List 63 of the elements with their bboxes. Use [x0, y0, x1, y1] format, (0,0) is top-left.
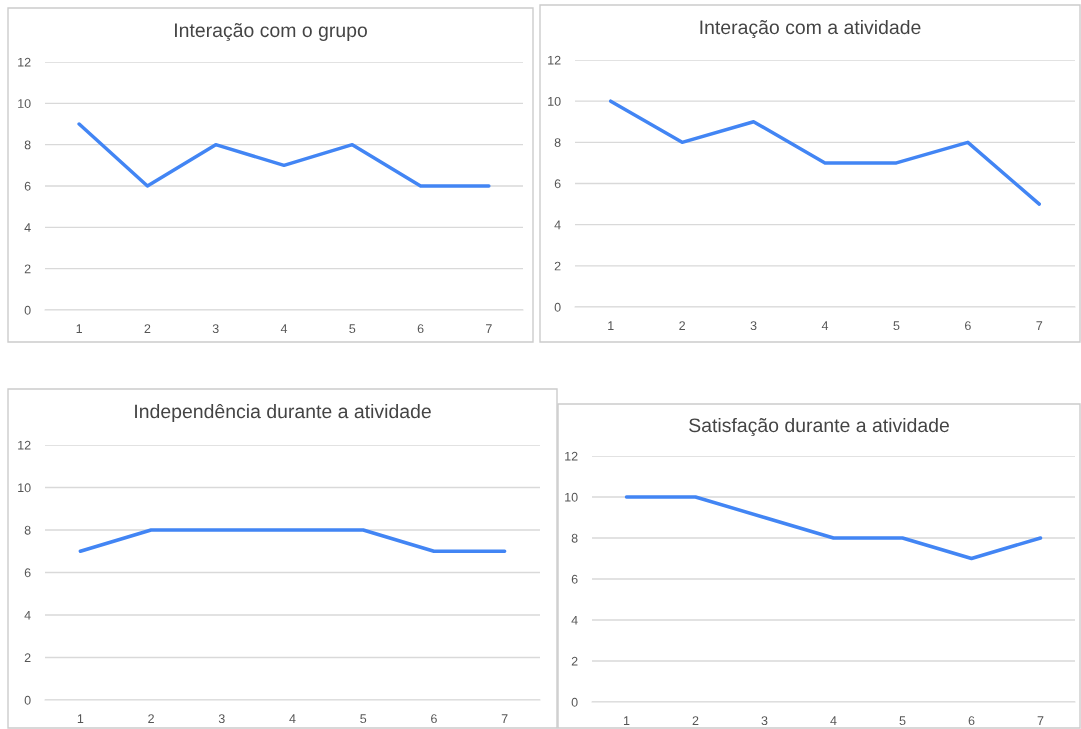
- x-tick-label: 2: [144, 324, 151, 333]
- x-tick-label: 1: [623, 716, 630, 725]
- y-tick-label: 8: [24, 140, 31, 150]
- x-tick-label: 7: [501, 714, 508, 723]
- x-tick-label: 2: [148, 714, 154, 723]
- x-tick-label: 6: [431, 714, 437, 724]
- y-tick-label: 8: [24, 525, 31, 535]
- y-tick-label: 4: [24, 610, 31, 620]
- y-tick-label: 2: [24, 653, 31, 663]
- x-tick-label: 6: [968, 716, 975, 726]
- x-tick-label: 3: [750, 321, 757, 331]
- x-tick-label: 2: [679, 321, 685, 330]
- y-tick-label: 2: [24, 264, 31, 274]
- y-tick-label: 12: [18, 440, 31, 450]
- line-series: [624, 495, 1043, 561]
- y-tick-label: 8: [554, 138, 561, 147]
- x-tick-label: 4: [280, 324, 288, 333]
- x-tick-label: 4: [821, 321, 829, 330]
- y-tick-label: 0: [24, 305, 31, 315]
- x-tick-label: 4: [289, 714, 296, 723]
- line-series: [77, 122, 491, 188]
- y-tick-label: 10: [565, 492, 578, 502]
- chart-title: Independência durante a atividade: [135, 403, 431, 423]
- x-tick-label: 3: [212, 324, 219, 334]
- chart-title: Satisfação durante a atividade: [689, 417, 949, 437]
- y-tick-label: 2: [571, 656, 578, 666]
- y-tick-label: 4: [571, 615, 578, 625]
- chart-title: Interação com o grupo: [175, 22, 367, 42]
- x-tick-label: 5: [899, 716, 906, 726]
- x-tick-label: 2: [692, 716, 699, 725]
- x-tick-label: 3: [218, 714, 225, 724]
- y-tick-label: 4: [24, 223, 31, 232]
- y-tick-label: 6: [24, 181, 31, 191]
- x-tick-label: 7: [486, 324, 492, 333]
- x-tick-label: 5: [893, 321, 900, 331]
- y-tick-label: 0: [571, 697, 578, 707]
- x-tick-label: 3: [761, 716, 768, 726]
- y-tick-label: 0: [24, 695, 31, 705]
- y-tick-label: 6: [24, 568, 31, 578]
- y-tick-label: 12: [18, 57, 31, 67]
- y-tick-label: 10: [548, 96, 561, 106]
- x-tick-label: 5: [349, 324, 356, 334]
- line-series: [608, 99, 1042, 206]
- x-tick-label: 4: [830, 716, 837, 725]
- x-tick-label: 5: [360, 714, 367, 724]
- y-tick-label: 10: [18, 483, 31, 493]
- x-tick-label: 1: [76, 324, 83, 333]
- x-tick-label: 6: [965, 321, 971, 331]
- y-tick-label: 12: [548, 55, 561, 65]
- x-tick-label: 1: [608, 321, 614, 330]
- x-tick-label: 7: [1036, 321, 1043, 330]
- y-tick-label: 6: [554, 179, 561, 189]
- x-tick-label: 7: [1037, 716, 1044, 725]
- y-tick-label: 8: [571, 533, 578, 543]
- x-tick-label: 1: [77, 714, 84, 723]
- y-tick-label: 0: [554, 302, 561, 312]
- y-tick-label: 10: [18, 99, 31, 108]
- y-tick-label: 4: [554, 220, 561, 230]
- y-tick-label: 2: [554, 261, 561, 271]
- chart-title: Interação com a atividade: [700, 19, 921, 39]
- x-tick-label: 6: [417, 324, 424, 334]
- y-tick-label: 12: [565, 451, 578, 461]
- y-tick-label: 6: [571, 574, 578, 584]
